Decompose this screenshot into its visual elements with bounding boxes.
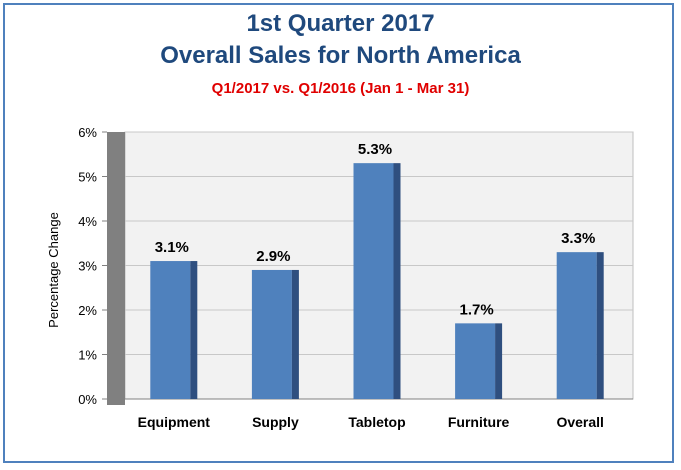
bar-side bbox=[393, 163, 401, 399]
bars bbox=[150, 163, 604, 399]
x-tick-label: Supply bbox=[252, 414, 299, 430]
bar-front bbox=[251, 269, 292, 399]
bar-supply bbox=[251, 269, 299, 399]
bar-front bbox=[455, 323, 496, 399]
y-tick-label: 2% bbox=[78, 303, 97, 318]
x-tick-label: Furniture bbox=[448, 414, 510, 430]
y-axis-label: Percentage Change bbox=[46, 212, 61, 328]
y-tick-label: 1% bbox=[78, 348, 97, 363]
data-labels: 3.1% 2.9% 5.3% 1.7% 3.3% bbox=[155, 141, 596, 318]
data-label: 2.9% bbox=[256, 248, 290, 265]
bar-front bbox=[556, 252, 597, 399]
bar-side bbox=[190, 261, 198, 399]
bar-front bbox=[353, 163, 394, 399]
data-label: 3.3% bbox=[561, 230, 595, 247]
bar-side bbox=[596, 252, 604, 399]
y-tick-label: 3% bbox=[78, 259, 97, 274]
x-tick-label: Equipment bbox=[138, 414, 211, 430]
chart-title: 1st Quarter 2017 bbox=[246, 10, 435, 37]
data-label: 3.1% bbox=[155, 239, 189, 256]
side-wall bbox=[107, 132, 125, 405]
data-label: 1.7% bbox=[459, 301, 493, 318]
y-tick-label: 6% bbox=[78, 125, 97, 140]
bar-tabletop bbox=[353, 163, 401, 399]
y-tick-label: 4% bbox=[78, 214, 97, 229]
chart-subtitle: Q1/2017 vs. Q1/2016 (Jan 1 - Mar 31) bbox=[211, 80, 470, 97]
x-tick-label: Overall bbox=[556, 414, 603, 430]
y-tick-label: 0% bbox=[78, 392, 97, 407]
x-tick-label: Tabletop bbox=[348, 414, 405, 430]
bar-overall bbox=[556, 252, 604, 399]
data-label: 5.3% bbox=[358, 141, 392, 158]
bar-front bbox=[150, 261, 191, 399]
bar-equipment bbox=[150, 261, 198, 399]
y-tick-label: 5% bbox=[78, 170, 97, 185]
y-axis-ticks: 0% 1% 2% 3% 4% 5% 6% bbox=[78, 125, 97, 407]
bar-side bbox=[291, 269, 299, 399]
chart-title-line-2: Overall Sales for North America bbox=[160, 42, 521, 69]
bar-side bbox=[495, 323, 503, 399]
x-axis-ticks: Equipment Supply Tabletop Furniture Overall bbox=[138, 414, 604, 430]
bar-furniture bbox=[455, 323, 503, 399]
